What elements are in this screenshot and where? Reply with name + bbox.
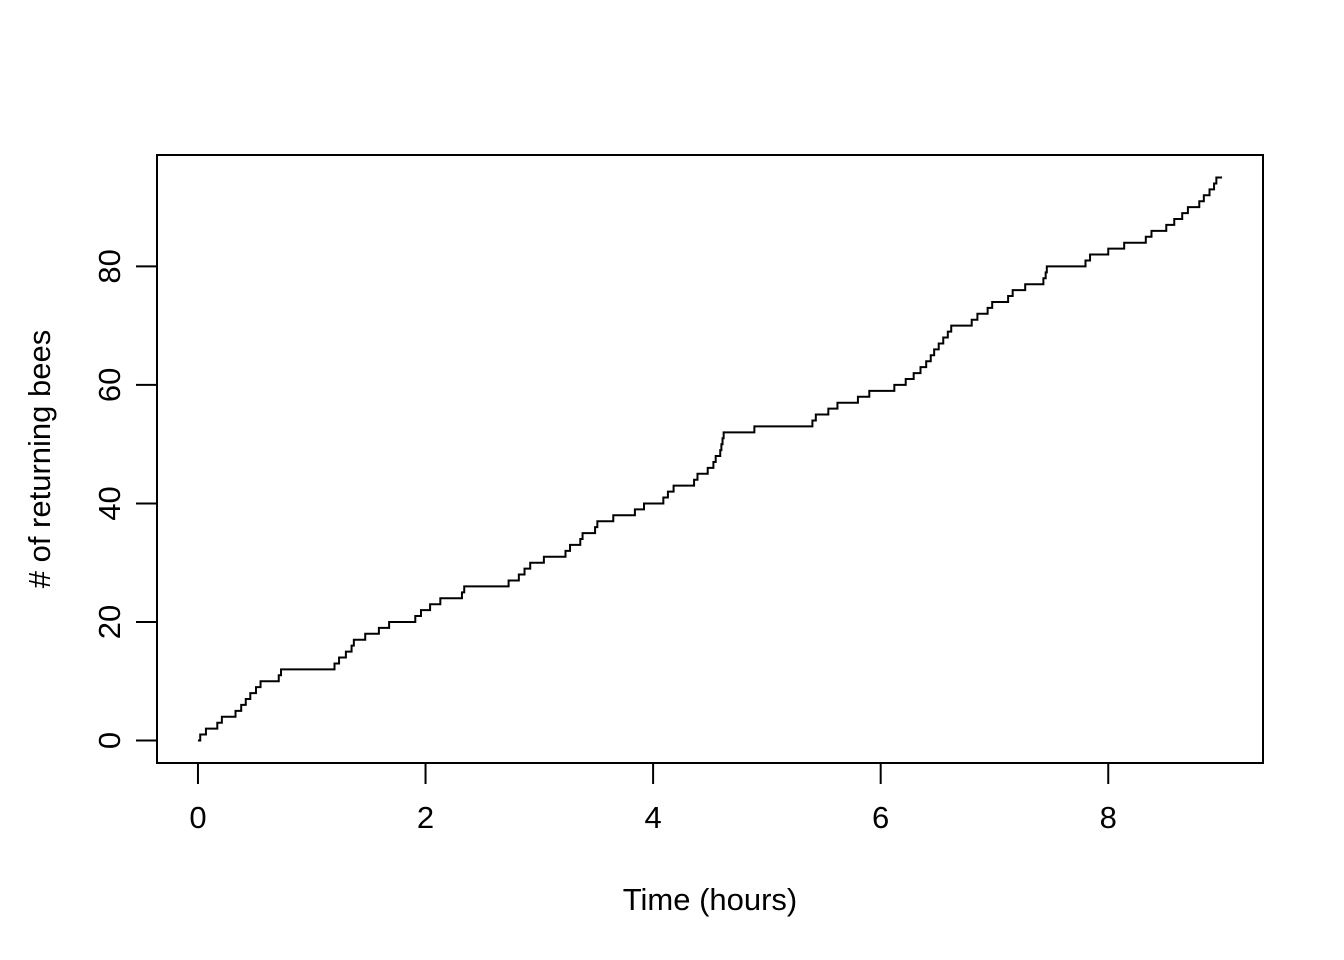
y-tick-label: 40	[92, 486, 127, 520]
step-line	[197, 176, 1223, 742]
x-tick-label: 8	[1100, 800, 1117, 835]
plot-border	[156, 154, 1264, 764]
y-tick-label: 20	[92, 605, 127, 639]
x-tick-label: 0	[189, 800, 206, 835]
y-tick-label: 80	[92, 249, 127, 283]
x-tick-label: 6	[872, 800, 889, 835]
x-axis-title: Time (hours)	[622, 882, 798, 917]
y-axis-title: # of returning bees	[22, 329, 57, 589]
y-tick-label: 60	[92, 368, 127, 402]
x-tick-label: 2	[417, 800, 434, 835]
x-tick-label: 4	[644, 800, 661, 835]
y-tick-label: 0	[92, 732, 127, 749]
